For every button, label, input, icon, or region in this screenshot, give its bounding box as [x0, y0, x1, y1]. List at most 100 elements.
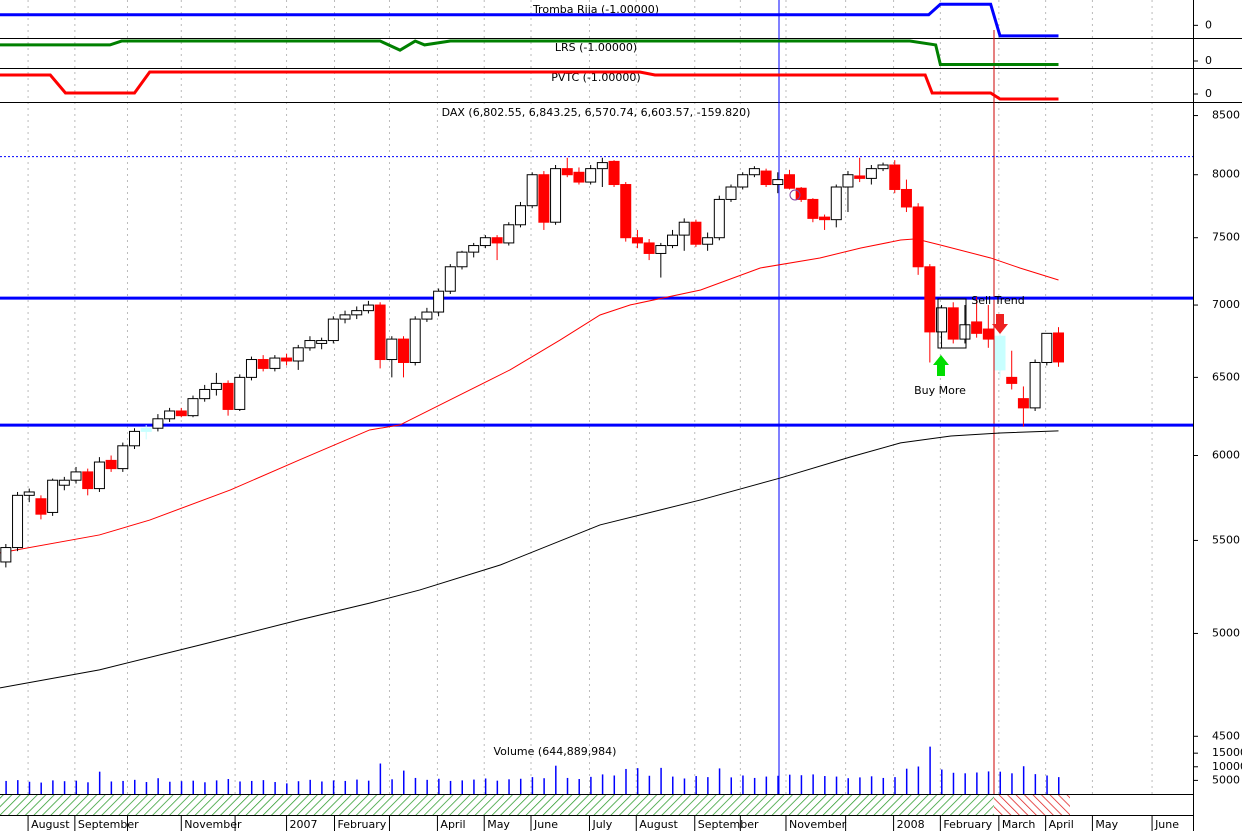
volume-bar [321, 781, 323, 794]
y-tick-label: 0 [1205, 18, 1212, 31]
candle-body [175, 410, 187, 417]
volume-bar [484, 778, 487, 794]
candle-body [456, 251, 468, 268]
volume-bar [87, 782, 89, 794]
volume-bar [636, 768, 639, 794]
volume-bar [215, 780, 218, 794]
panel-title: DAX (6,802.55, 6,843.25, 6,570.74, 6,603… [442, 106, 751, 119]
volume-bar [929, 746, 931, 794]
x-tick-label: September [78, 818, 139, 831]
annotation: Sell Trend [971, 294, 1024, 307]
candle-body [737, 174, 749, 188]
candle-body [12, 494, 24, 549]
volume-bar [332, 780, 335, 794]
candle-body [503, 224, 515, 244]
candle-body [947, 307, 959, 340]
buy-arrow [933, 355, 949, 376]
candle-body [0, 547, 12, 563]
panel-title: Volume (644,889,984) [494, 745, 617, 758]
candle-body [409, 318, 421, 363]
candle-body [842, 174, 854, 188]
x-tick-label: August [639, 818, 678, 831]
candle-body [152, 418, 164, 429]
candle-body [1052, 332, 1064, 363]
moving-average [0, 430, 1059, 689]
volume-bar [847, 778, 849, 794]
candle-body [912, 206, 924, 268]
volume-bar [192, 780, 194, 794]
x-tick-label: March [1002, 818, 1036, 831]
candle-body [573, 171, 585, 183]
volume-bar [379, 763, 382, 794]
candle-body [117, 445, 129, 470]
volume-bar [531, 777, 534, 794]
volume-bar [683, 778, 686, 794]
x-tick-label: June [533, 818, 558, 831]
candle-body [187, 398, 199, 417]
volume-bar [859, 777, 861, 794]
volume-bar [145, 782, 148, 794]
volume-bar [800, 775, 803, 794]
y-tick-label: 6500 [1212, 370, 1240, 383]
volume-bar [917, 766, 920, 794]
volume-bar [613, 775, 616, 794]
volume-bar [98, 771, 101, 794]
volume-bar [777, 775, 779, 794]
volume-bar [262, 780, 265, 794]
sell-arrow [992, 314, 1008, 334]
x-tick-label: April [440, 818, 465, 831]
volume-bar [976, 772, 978, 794]
volume-bar [1057, 777, 1060, 794]
y-tick-label: 5000 [1212, 773, 1240, 786]
candle-body [795, 187, 807, 200]
candle-body [620, 184, 632, 239]
volume-bar [391, 779, 393, 794]
candle-body [421, 311, 433, 320]
candle-body [1006, 376, 1018, 384]
volume-bar [941, 769, 943, 794]
volume-bar [75, 780, 78, 794]
volume-bar [1034, 774, 1037, 794]
candle-body [702, 237, 714, 245]
volume-bar [730, 777, 733, 794]
candle-body [865, 168, 877, 179]
candle-body [35, 498, 47, 515]
indicator-line [0, 39, 1059, 66]
volume-bar [788, 774, 791, 794]
candle-body [643, 242, 655, 254]
candle-body [339, 314, 351, 320]
candle-body [725, 186, 737, 200]
candle-body [924, 266, 936, 333]
candle-body [772, 179, 784, 186]
candle-body [47, 479, 59, 513]
x-tick-label: July [591, 818, 612, 831]
y-tick-label: 10000 [1212, 760, 1242, 773]
x-tick-label: August [31, 818, 70, 831]
volume-bar [695, 776, 697, 794]
bracket [937, 298, 967, 349]
candle-body [655, 245, 667, 254]
volume-bar [344, 780, 347, 794]
candle-body [854, 175, 866, 179]
volume-bar [438, 778, 440, 794]
candle-body [982, 328, 994, 340]
volume-bar [40, 782, 42, 794]
volume-bar [660, 767, 662, 794]
volume-bar [905, 768, 908, 794]
candle-body [514, 205, 526, 226]
volume-bar [250, 780, 253, 794]
volume-bar [414, 777, 417, 794]
volume-bar [356, 779, 358, 794]
volume-bar [601, 774, 604, 794]
candle-body [585, 168, 597, 183]
volume-bar [824, 776, 826, 794]
volume-bar [63, 781, 66, 794]
candle-body [222, 382, 234, 410]
volume-bar [449, 780, 452, 794]
y-tick-label: 8500 [1212, 109, 1240, 122]
volume-bar [367, 780, 370, 794]
volume-bar [566, 777, 569, 794]
candle-body [234, 376, 246, 410]
volume-bar [157, 778, 159, 794]
